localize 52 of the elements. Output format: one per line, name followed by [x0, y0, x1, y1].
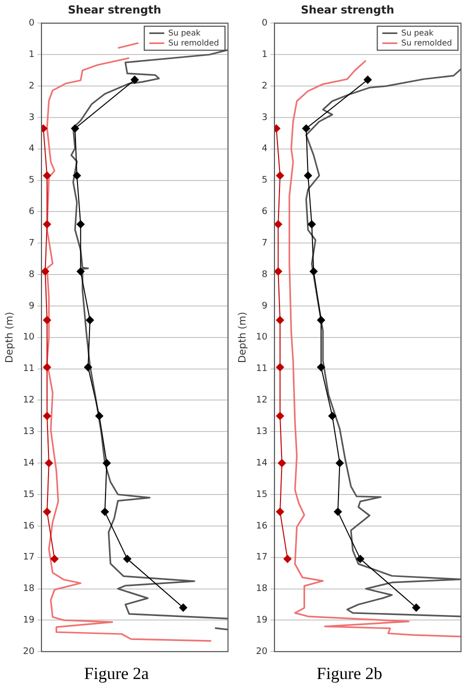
y-tick-label: 8	[262, 270, 268, 280]
y-tick-label: 14	[256, 458, 268, 468]
legend-label: Su remolded	[168, 38, 220, 48]
y-tick-label: 4	[262, 144, 268, 154]
chart-title: Shear strength	[68, 3, 162, 16]
y-tick-label: 12	[23, 396, 34, 406]
y-tick-label: 9	[262, 301, 268, 312]
legend-label: Su peak	[168, 28, 201, 38]
y-tick-label: 19	[256, 616, 268, 626]
y-tick-label: 11	[256, 364, 268, 374]
legend-label: Su remolded	[401, 38, 452, 48]
y-tick-label: 3	[28, 112, 34, 123]
caption: Figure 2a	[83, 664, 150, 684]
y-tick-label: 5	[28, 176, 34, 186]
y-tick-label: 1	[262, 50, 268, 60]
y-tick-label: 3	[262, 112, 268, 123]
y-tick-label: 6	[28, 207, 35, 218]
y-tick-label: 13	[256, 427, 268, 438]
y-tick-label: 2	[28, 81, 34, 92]
caption: Figure 2b	[316, 664, 384, 684]
y-tick-label: 20	[256, 646, 268, 657]
y-tick-label: 16	[23, 521, 35, 532]
y-tick-label: 9	[28, 301, 35, 312]
y-tick-label: 14	[23, 458, 35, 468]
y-tick-label: 15	[256, 490, 268, 500]
y-axis-title: Depth (m)	[4, 312, 16, 363]
y-tick-label: 20	[23, 646, 35, 657]
y-tick-label: 2	[262, 81, 268, 92]
y-tick-label: 11	[23, 364, 34, 374]
y-tick-label: 10	[23, 332, 35, 343]
y-tick-label: 0	[262, 18, 268, 29]
y-tick-label: 19	[23, 616, 35, 626]
legend-label: Su peak	[401, 28, 434, 38]
y-tick-label: 15	[23, 490, 34, 500]
y-tick-label: 10	[256, 332, 268, 343]
y-tick-label: 6	[262, 207, 268, 218]
y-tick-label: 12	[256, 396, 268, 406]
y-tick-label: 0	[28, 18, 35, 29]
y-tick-label: 4	[28, 144, 35, 154]
y-tick-label: 18	[23, 584, 35, 594]
y-tick-label: 8	[28, 270, 35, 280]
y-tick-label: 5	[262, 176, 268, 186]
y-tick-label: 18	[256, 584, 268, 594]
y-tick-label: 1	[28, 50, 34, 60]
y-tick-label: 17	[256, 552, 268, 563]
y-tick-label: 7	[262, 238, 268, 248]
y-tick-label: 17	[23, 552, 34, 563]
chart-title: Shear strength	[300, 3, 394, 16]
y-tick-label: 7	[28, 238, 34, 248]
y-tick-label: 16	[256, 521, 268, 532]
y-axis-title: Depth (m)	[238, 312, 249, 363]
y-tick-label: 13	[23, 427, 34, 438]
